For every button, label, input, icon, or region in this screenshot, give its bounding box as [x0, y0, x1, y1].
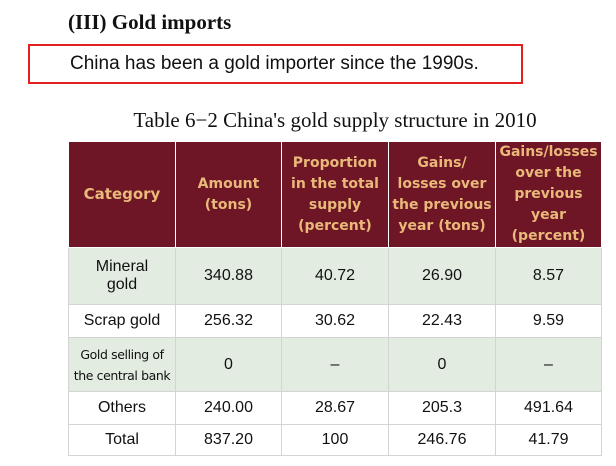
column-header-amount: Amount (tons)	[175, 141, 282, 248]
category-cell: Scrap gold	[68, 304, 176, 338]
gains-percent-cell: 491.64	[495, 391, 602, 425]
highlight-text: China has been a gold importer since the…	[70, 53, 479, 74]
column-header-gains-tons: Gains/ losses over the previous year (to…	[388, 141, 496, 248]
category-cell: Gold selling of the central bank	[68, 337, 176, 392]
gains-tons-cell: 205.3	[388, 391, 496, 425]
amount-cell: 340.88	[175, 247, 282, 305]
table-caption: Table 6−2 China's gold supply structure …	[133, 108, 537, 132]
proportion-cell: 28.67	[281, 391, 389, 425]
gains-tons-cell: 246.76	[388, 424, 496, 456]
section-heading: (III) Gold imports	[68, 10, 232, 34]
table-row: Scrap gold 256.32 30.62 22.43 9.59	[68, 304, 602, 338]
proportion-cell: 100	[281, 424, 389, 456]
gains-percent-cell: 41.79	[495, 424, 602, 456]
column-header-category: Category	[68, 141, 176, 248]
proportion-cell: –	[281, 337, 389, 392]
amount-cell: 240.00	[175, 391, 282, 425]
table-row: Others 240.00 28.67 205.3 491.64	[68, 391, 602, 425]
highlight-box: China has been a gold importer since the…	[28, 44, 523, 84]
amount-cell: 837.20	[175, 424, 282, 456]
category-cell: Mineral gold	[68, 247, 176, 305]
proportion-cell: 30.62	[281, 304, 389, 338]
table-row: Total 837.20 100 246.76 41.79	[68, 424, 602, 456]
column-header-proportion: Proportion in the total supply (percent)	[281, 141, 389, 248]
gains-tons-cell: 0	[388, 337, 496, 392]
amount-cell: 0	[175, 337, 282, 392]
table-row: Mineral gold 340.88 40.72 26.90 8.57	[68, 247, 602, 305]
gains-percent-cell: –	[495, 337, 602, 392]
column-header-gains-percent: Gains/losses over the previous year (per…	[495, 141, 602, 248]
gains-percent-cell: 8.57	[495, 247, 602, 305]
gold-supply-table: Category Amount (tons) Proportion in the…	[68, 141, 602, 456]
amount-cell: 256.32	[175, 304, 282, 338]
category-cell: Others	[68, 391, 176, 425]
table-row: Gold selling of the central bank 0 – 0 –	[68, 337, 602, 392]
gains-tons-cell: 26.90	[388, 247, 496, 305]
gains-tons-cell: 22.43	[388, 304, 496, 338]
header-row: Category Amount (tons) Proportion in the…	[68, 141, 602, 248]
category-cell: Total	[68, 424, 176, 456]
proportion-cell: 40.72	[281, 247, 389, 305]
gains-percent-cell: 9.59	[495, 304, 602, 338]
